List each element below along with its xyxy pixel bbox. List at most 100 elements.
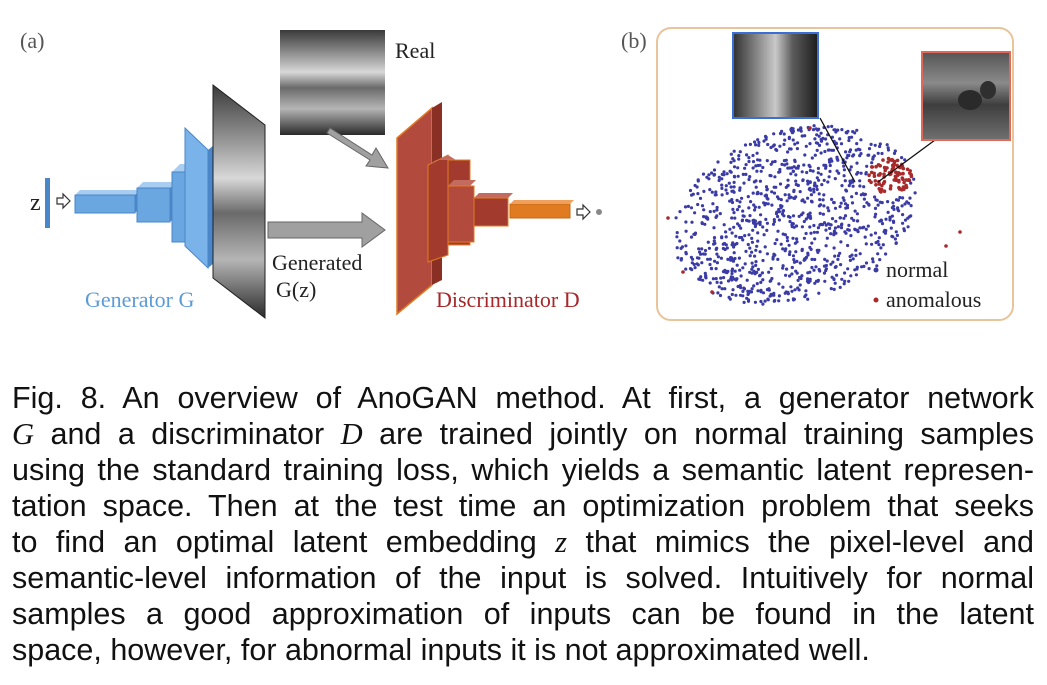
normal-point bbox=[776, 214, 780, 219]
normal-point bbox=[854, 148, 858, 152]
normal-point bbox=[777, 282, 781, 286]
normal-point bbox=[733, 269, 737, 273]
normal-point bbox=[777, 299, 781, 303]
normal-point bbox=[734, 293, 738, 297]
normal-point bbox=[834, 142, 838, 146]
normal-point bbox=[798, 275, 802, 280]
normal-point bbox=[702, 208, 706, 212]
normal-point bbox=[862, 204, 866, 209]
normal-point bbox=[849, 165, 853, 169]
normal-point bbox=[751, 221, 756, 225]
normal-point bbox=[738, 235, 742, 240]
normal-point bbox=[812, 124, 816, 128]
anomalous-point bbox=[902, 180, 906, 185]
normal-point bbox=[725, 172, 729, 176]
normal-point bbox=[720, 177, 724, 181]
normal-point bbox=[703, 252, 707, 256]
normal-point bbox=[724, 270, 728, 274]
normal-point bbox=[705, 175, 709, 179]
normal-point bbox=[785, 267, 789, 271]
normal-point bbox=[717, 285, 721, 289]
normal-point bbox=[855, 161, 859, 165]
normal-point bbox=[777, 207, 781, 212]
normal-point bbox=[832, 287, 836, 291]
normal-point bbox=[790, 272, 794, 276]
normal-point bbox=[747, 206, 751, 210]
normal-point bbox=[842, 216, 846, 220]
normal-point bbox=[809, 193, 814, 197]
anomalous-point bbox=[958, 230, 962, 234]
normal-point bbox=[912, 177, 916, 181]
legend-anomalous-label: anomalous bbox=[886, 287, 981, 312]
normal-point bbox=[812, 230, 817, 234]
normal-point bbox=[791, 236, 795, 240]
normal-point bbox=[909, 204, 913, 208]
normal-point bbox=[754, 185, 758, 189]
normal-point bbox=[689, 235, 694, 239]
normal-point bbox=[680, 245, 685, 249]
normal-point bbox=[789, 172, 793, 176]
normal-point bbox=[832, 128, 836, 132]
normal-point bbox=[741, 172, 745, 176]
normal-point bbox=[746, 299, 751, 303]
normal-point bbox=[812, 190, 816, 194]
normal-point bbox=[728, 297, 732, 301]
normal-point bbox=[762, 233, 766, 237]
normal-point bbox=[823, 149, 827, 154]
normal-point bbox=[844, 206, 848, 210]
normal-point bbox=[785, 199, 789, 203]
normal-point bbox=[810, 156, 814, 160]
normal-point bbox=[688, 188, 693, 193]
normal-point bbox=[779, 198, 783, 202]
normal-point bbox=[873, 143, 877, 147]
normal-point bbox=[754, 179, 758, 183]
normal-point bbox=[792, 188, 796, 192]
normal-point bbox=[747, 177, 751, 182]
normal-point bbox=[888, 218, 892, 222]
normal-point bbox=[730, 231, 734, 235]
normal-point bbox=[717, 175, 721, 179]
normal-point bbox=[754, 260, 758, 264]
normal-point bbox=[709, 266, 714, 270]
normal-point bbox=[855, 172, 859, 176]
normal-point bbox=[869, 233, 873, 237]
normal-point bbox=[875, 264, 879, 268]
normal-point bbox=[838, 205, 842, 209]
normal-point bbox=[758, 222, 762, 227]
normal-point bbox=[879, 246, 883, 250]
normal-point bbox=[700, 247, 704, 251]
normal-point bbox=[675, 235, 679, 239]
normal-point bbox=[733, 256, 737, 261]
normal-point bbox=[818, 211, 822, 215]
normal-point bbox=[736, 284, 740, 289]
normal-point bbox=[822, 178, 826, 182]
anomalous-point bbox=[867, 178, 872, 183]
normal-point bbox=[805, 170, 809, 175]
normal-point bbox=[893, 149, 897, 153]
normal-point bbox=[804, 289, 808, 293]
anomalous-point bbox=[867, 173, 871, 177]
normal-point bbox=[873, 206, 878, 210]
normal-point bbox=[736, 222, 740, 226]
normal-point bbox=[794, 250, 798, 254]
normal-point bbox=[768, 294, 772, 298]
normal-point bbox=[756, 138, 760, 142]
normal-point bbox=[712, 226, 716, 230]
normal-point bbox=[715, 246, 719, 250]
normal-point bbox=[700, 204, 705, 208]
anomalous-point bbox=[877, 187, 881, 191]
normal-point bbox=[750, 261, 754, 265]
normal-point bbox=[712, 236, 717, 240]
normal-point bbox=[818, 223, 822, 227]
normal-point bbox=[735, 263, 739, 267]
normal-point bbox=[758, 274, 762, 278]
normal-point bbox=[796, 164, 801, 168]
normal-point bbox=[763, 134, 768, 138]
normal-point bbox=[830, 148, 834, 152]
normal-point bbox=[699, 252, 703, 256]
normal-point bbox=[902, 229, 907, 233]
normal-point bbox=[862, 185, 866, 189]
normal-point bbox=[876, 151, 880, 155]
normal-point bbox=[736, 166, 740, 170]
normal-point bbox=[808, 168, 813, 173]
